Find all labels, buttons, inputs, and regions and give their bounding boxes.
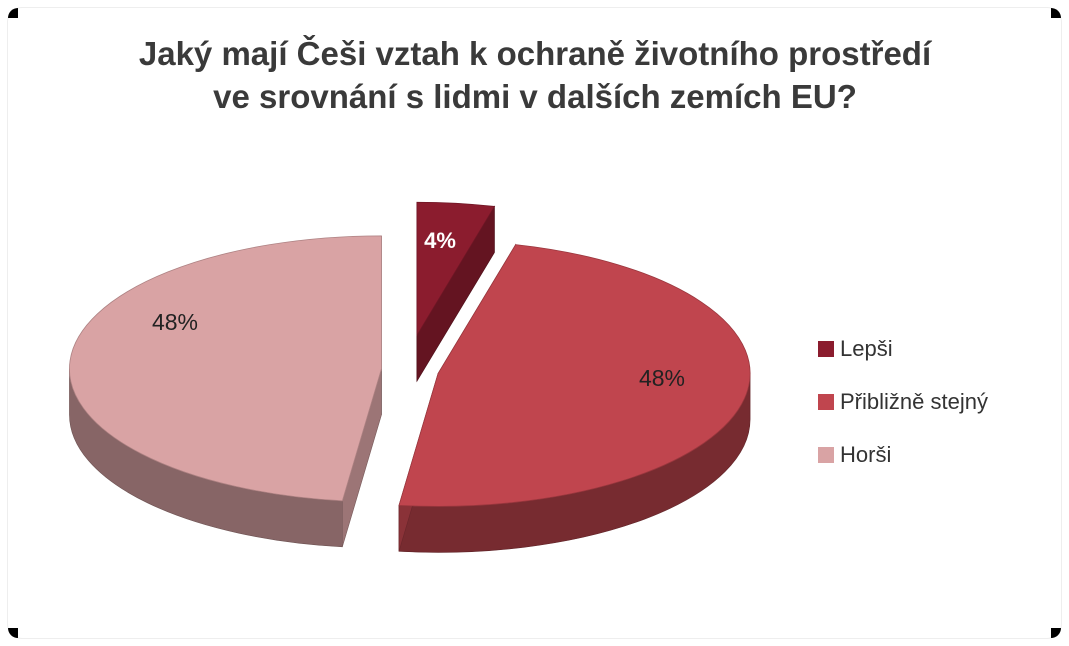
- frame-corner: [1051, 8, 1061, 18]
- frame-corner: [8, 628, 18, 638]
- frame-corner: [1051, 628, 1061, 638]
- pie-slice-1: [398, 244, 751, 507]
- frame-corner: [8, 8, 18, 18]
- pie-slice-0: [416, 201, 496, 337]
- data-label: 4%: [424, 228, 456, 253]
- legend-label: Přibližně stejný: [840, 389, 988, 414]
- legend-label: Lepši: [840, 336, 893, 361]
- legend-swatch: [818, 341, 834, 357]
- chart-title: Jaký mají Češi vztah k ochraně životního…: [138, 35, 932, 115]
- legend-item-horsi: Horši: [818, 442, 988, 468]
- legend-label: Horši: [840, 442, 892, 467]
- chart-legend: Lepši Přibližně stejný Horši: [818, 336, 988, 495]
- legend-item-priblizne-stejny: Přibližně stejný: [818, 389, 988, 415]
- data-label: 48%: [639, 365, 685, 391]
- legend-item-lepsi: Lepši: [818, 336, 988, 362]
- legend-swatch: [818, 447, 834, 463]
- pie-slice-2: [69, 235, 382, 502]
- legend-swatch: [818, 394, 834, 410]
- data-label: 48%: [152, 309, 198, 335]
